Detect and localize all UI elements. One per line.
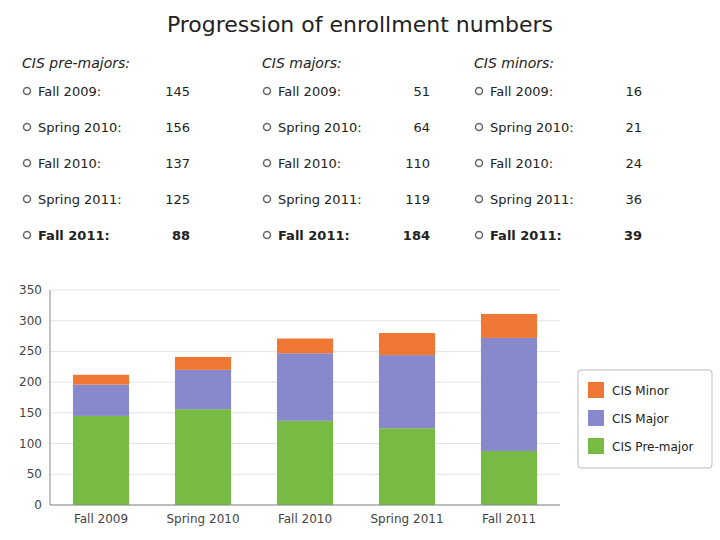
annotation-bullet	[476, 196, 483, 203]
legend-label: CIS Major	[612, 412, 669, 426]
bar-segment	[175, 409, 231, 505]
annotation-bullet	[476, 160, 483, 167]
annotation-label: Fall 2011:	[490, 228, 562, 243]
annotation-label: Fall 2010:	[38, 156, 101, 171]
grid	[50, 290, 560, 505]
y-tick-label: 350	[19, 283, 42, 297]
annotation-value: 88	[172, 228, 190, 243]
legend-box	[578, 370, 712, 468]
x-tick-label: Spring 2011	[370, 512, 443, 526]
annotation-label: Fall 2009:	[278, 84, 341, 99]
annotation-header: CIS minors:	[474, 55, 554, 71]
annotation-label: Fall 2009:	[38, 84, 101, 99]
annotation-label: Fall 2011:	[38, 228, 110, 243]
y-tick-label: 50	[27, 467, 42, 481]
annotation-value: 119	[405, 192, 430, 207]
annotation-bullet	[24, 88, 31, 95]
bar-segment	[481, 451, 537, 505]
annotation-label: Spring 2010:	[490, 120, 574, 135]
annotation-value: 125	[165, 192, 190, 207]
annotation-value: 137	[165, 156, 190, 171]
annotation-bullet	[476, 232, 483, 239]
annotation-bullet	[24, 232, 31, 239]
annotation-bullet	[264, 88, 271, 95]
annotation-bullet	[264, 232, 271, 239]
bar-segment	[481, 338, 537, 451]
legend-swatch	[588, 438, 604, 454]
bar-segment	[379, 333, 435, 355]
bars	[73, 314, 537, 505]
annotation-label: Fall 2010:	[278, 156, 341, 171]
annotation-label: Spring 2011:	[490, 192, 574, 207]
y-axis	[50, 290, 51, 505]
annotation-value: 64	[413, 120, 430, 135]
bar-segment	[277, 421, 333, 505]
annotation-label: Spring 2010:	[38, 120, 122, 135]
annotation-bullet	[24, 196, 31, 203]
bar-segment	[73, 385, 129, 416]
annotation-value: 110	[405, 156, 430, 171]
annotation-label: Fall 2010:	[490, 156, 553, 171]
annotation-header: CIS majors:	[262, 55, 342, 71]
bar-segment	[379, 355, 435, 428]
annotation-value: 36	[625, 192, 642, 207]
annotation-column: CIS pre-majors: Fall 2009: 145 Spring 2010:…	[22, 55, 190, 243]
y-tick-label: 300	[19, 314, 42, 328]
annotation-value: 145	[165, 84, 190, 99]
legend-label: CIS Pre-major	[612, 440, 693, 454]
annotation-header: CIS pre-majors:	[22, 55, 130, 71]
y-tick-label: 200	[19, 375, 42, 389]
annotation-column: CIS minors: Fall 2009: 16 Spring 2010: 21 Fal…	[474, 55, 642, 243]
grid-line	[50, 505, 560, 506]
annotation-value: 16	[625, 84, 642, 99]
grid-line	[50, 290, 560, 291]
annotation-bullet	[264, 124, 271, 131]
chart-svg: Progression of enrollment numbers CIS pre…	[0, 0, 720, 540]
annotation-bullet	[264, 196, 271, 203]
y-tick-label: 100	[19, 437, 42, 451]
annotation-value: 184	[403, 228, 430, 243]
bar-segment	[73, 416, 129, 505]
annotation-label: Spring 2011:	[38, 192, 122, 207]
annotation-value: 21	[625, 120, 642, 135]
annotation-value: 156	[165, 120, 190, 135]
annotation-bullet	[24, 160, 31, 167]
annotation-label: Spring 2010:	[278, 120, 362, 135]
legend-swatch	[588, 382, 604, 398]
bar-segment	[175, 357, 231, 370]
bar-segment	[175, 370, 231, 409]
x-tick-label: Fall 2010	[278, 512, 332, 526]
title: Progression of enrollment numbers	[167, 12, 553, 37]
bar-segment	[379, 428, 435, 505]
annotation-label: Fall 2009:	[490, 84, 553, 99]
bar-segment	[277, 339, 333, 354]
annotation-value: 51	[413, 84, 430, 99]
annotation-label: Spring 2011:	[278, 192, 362, 207]
annotation-label: Fall 2011:	[278, 228, 350, 243]
annotation-bullet	[24, 124, 31, 131]
y-tick-label: 0	[34, 498, 42, 512]
legend-swatch	[588, 410, 604, 426]
y-tick-label: 250	[19, 344, 42, 358]
x-tick-label: Fall 2011	[482, 512, 536, 526]
annotation-value: 39	[624, 228, 642, 243]
annotation-bullet	[476, 88, 483, 95]
x-tick-label: Fall 2009	[74, 512, 128, 526]
x-tick-label: Spring 2010	[166, 512, 239, 526]
annotation-bullet	[476, 124, 483, 131]
legend: CIS Minor CIS Major CIS Pre-major	[578, 370, 712, 468]
annotation-value: 24	[625, 156, 642, 171]
y-tick-label: 150	[19, 406, 42, 420]
legend-label: CIS Minor	[612, 384, 669, 398]
bar-segment	[481, 314, 537, 338]
bar-segment	[73, 375, 129, 385]
chart-container: Progression of enrollment numbers CIS pre…	[0, 0, 720, 540]
x-axis	[50, 505, 560, 506]
annotation-column: CIS majors: Fall 2009: 51 Spring 2010: 64 Fal…	[262, 55, 430, 243]
annotation-bullet	[264, 160, 271, 167]
bar-segment	[277, 353, 333, 421]
